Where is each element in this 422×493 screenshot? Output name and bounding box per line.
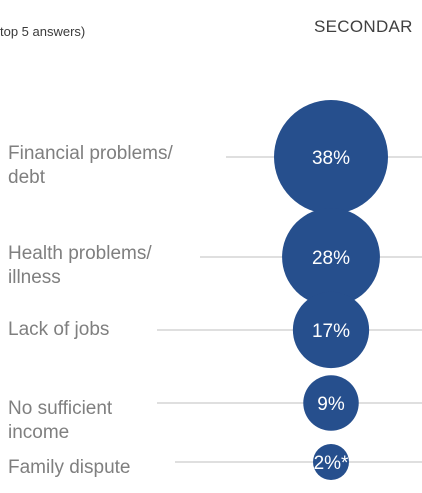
category-label: Health problems/illness bbox=[8, 242, 152, 290]
category-label-line: No sufficient bbox=[8, 398, 113, 419]
category-label-line: income bbox=[8, 422, 70, 443]
bubble-value-label: 28% bbox=[312, 248, 350, 269]
category-label-line: illness bbox=[8, 267, 61, 288]
chart-subtitle-fragment: top 5 answers) bbox=[0, 24, 86, 39]
bubble-mark bbox=[282, 208, 380, 306]
bubble-value-label: 9% bbox=[317, 394, 345, 415]
category-label-line: Financial problems/ bbox=[8, 143, 173, 164]
bubble-mark bbox=[274, 100, 388, 214]
category-label: Lack of jobs bbox=[8, 318, 109, 342]
category-label-line: Family dispute bbox=[8, 457, 131, 478]
category-label: Financial problems/debt bbox=[8, 142, 173, 190]
bubble-mark bbox=[303, 375, 359, 431]
bubble-value-label: 38% bbox=[312, 148, 350, 169]
category-label-line: Health problems/ bbox=[8, 243, 152, 264]
bubble-mark bbox=[313, 444, 349, 480]
section-heading-secondary: SECONDAR bbox=[314, 17, 413, 36]
category-label-line: Lack of jobs bbox=[8, 319, 110, 340]
category-label: Family dispute bbox=[8, 456, 131, 480]
bubble-value-label: 17% bbox=[312, 321, 350, 342]
bubble-value-label: 2%* bbox=[314, 453, 349, 474]
bubble-mark bbox=[292, 291, 370, 369]
category-label-line: debt bbox=[8, 167, 45, 188]
category-label: No sufficient income bbox=[8, 397, 112, 445]
